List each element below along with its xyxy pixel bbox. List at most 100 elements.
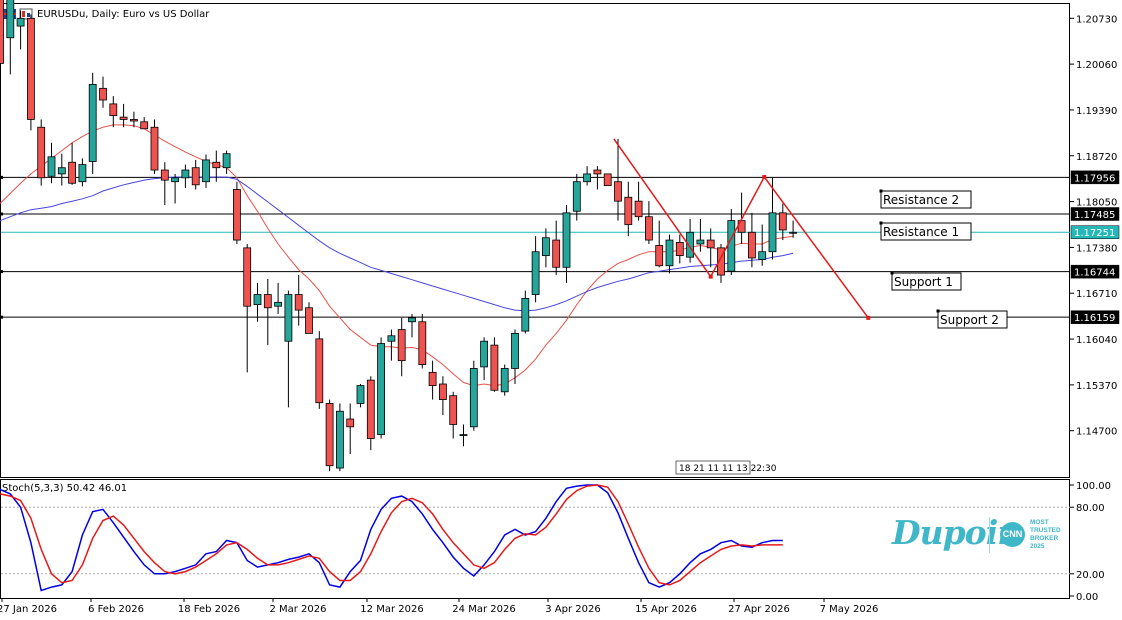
- stochastic-frame: [0, 479, 1070, 599]
- trend-anchor-icon: [866, 315, 871, 320]
- candle-body: [109, 103, 118, 116]
- candle-body: [531, 251, 540, 295]
- candle-body: [634, 200, 643, 218]
- candle-body: [212, 161, 221, 169]
- candle-body: [542, 237, 550, 257]
- candle-body: [202, 159, 210, 183]
- level-label: Support 1: [894, 275, 953, 289]
- price-tick-label: 1.16710: [1076, 289, 1117, 300]
- candle-body: [243, 247, 252, 307]
- candle-body: [449, 395, 458, 425]
- price-tick-label: 1.20060: [1076, 60, 1117, 71]
- price-tick-label: 1.14700: [1076, 427, 1117, 438]
- candle-body: [572, 181, 581, 212]
- time-overlay-box: [675, 460, 751, 475]
- brand-tagline: MOST TRUSTED BROKER 2025: [1030, 519, 1061, 550]
- candle-body: [47, 156, 56, 177]
- candle-body: [119, 116, 128, 120]
- trend-anchor-icon: [708, 274, 713, 279]
- stochastic-title: Stoch(5,3,3) 50.42 46.01: [2, 483, 127, 494]
- candle-body: [57, 167, 66, 175]
- candle-body: [789, 231, 797, 234]
- level-label-box: [880, 190, 972, 209]
- trend-line: [613, 138, 869, 319]
- cnn-badge: CNN: [1000, 522, 1025, 547]
- date-label: 18 Feb 2026: [178, 604, 240, 615]
- candle-body: [696, 239, 705, 245]
- date-label: 2 Mar 2026: [269, 604, 326, 615]
- price-tick-label: 1.16040: [1076, 335, 1117, 346]
- candle-body: [274, 301, 283, 307]
- level-label-anchor-icon: [890, 271, 894, 275]
- moving-average-slow-line: [0, 176, 794, 312]
- candle-body: [521, 298, 530, 332]
- candle-body: [335, 410, 344, 469]
- candle-body: [655, 245, 664, 267]
- level-label-anchor-icon: [879, 221, 883, 225]
- price-tick-label: 1.17380: [1076, 243, 1117, 254]
- price-badge-label: 1.16159: [1074, 313, 1115, 324]
- candle-body: [511, 333, 519, 369]
- level-label-anchor-icon: [936, 309, 940, 313]
- candle-body: [717, 247, 725, 276]
- candle-body: [614, 181, 622, 202]
- candle-body: [418, 321, 427, 365]
- price-tick-label: 1.18720: [1076, 152, 1117, 163]
- candle-body: [16, 17, 25, 27]
- candle-body: [253, 294, 262, 306]
- trend-anchor-icon: [762, 175, 767, 180]
- date-label: 27 Apr 2026: [728, 604, 790, 615]
- candle-body: [562, 212, 571, 268]
- price-badge: [1070, 264, 1120, 279]
- candle-body: [624, 196, 633, 225]
- candle-body: [552, 239, 561, 268]
- date-label: 6 Feb 2026: [88, 604, 144, 615]
- price-badge-label: 1.17251: [1074, 228, 1115, 239]
- candle-body: [305, 307, 313, 334]
- chart-type-bar2-icon: [27, 13, 30, 17]
- candle-body: [748, 231, 756, 259]
- level-anchor-icon: [0, 212, 3, 216]
- candles-group: [0, 0, 797, 472]
- level-label-box: [880, 222, 972, 241]
- level-anchor-icon: [0, 270, 3, 274]
- date-label: 24 Mar 2026: [452, 604, 515, 615]
- price-badge: [1070, 225, 1120, 239]
- candle-body: [191, 167, 200, 186]
- level-label: Support 2: [940, 313, 999, 327]
- candle-body: [480, 340, 489, 368]
- candle-body: [294, 294, 303, 311]
- brand-logo: Dupoin CNN MOST TRUSTED BROKER 2025: [892, 513, 1062, 558]
- date-label: 7 May 2026: [820, 604, 879, 615]
- candle-body: [150, 126, 159, 171]
- candle-body: [26, 17, 35, 120]
- candle-body: [428, 371, 437, 386]
- brand-name: Dupoin: [892, 513, 1021, 552]
- price-tick-label: 1.20730: [1076, 14, 1117, 25]
- candle-body: [603, 173, 612, 186]
- stochastic-tick-label: 0.00: [1076, 592, 1098, 603]
- candle-body: [222, 153, 231, 169]
- chart-type-bar-icon: [22, 11, 25, 17]
- candle-body: [315, 338, 324, 404]
- date-label: 15 Apr 2026: [635, 604, 697, 615]
- brand-divider: [989, 517, 990, 553]
- candle-body: [758, 251, 767, 260]
- candle-body: [490, 344, 499, 391]
- level-label-anchor-icon: [879, 189, 883, 193]
- candle-body: [593, 169, 602, 175]
- candle-body: [500, 368, 509, 393]
- candle-body: [284, 294, 293, 342]
- moving-average-fast-line: [0, 124, 794, 387]
- candle-body: [263, 294, 272, 309]
- candle-body: [665, 239, 674, 267]
- date-label: 3 Apr 2026: [545, 604, 600, 615]
- price-badge-label: 1.17956: [1074, 173, 1115, 184]
- stochastic-signal-line: [0, 484, 783, 586]
- candle-body: [232, 189, 241, 241]
- candle-body: [68, 161, 76, 184]
- price-badge: [1070, 310, 1120, 324]
- level-anchor-icon: [0, 175, 3, 179]
